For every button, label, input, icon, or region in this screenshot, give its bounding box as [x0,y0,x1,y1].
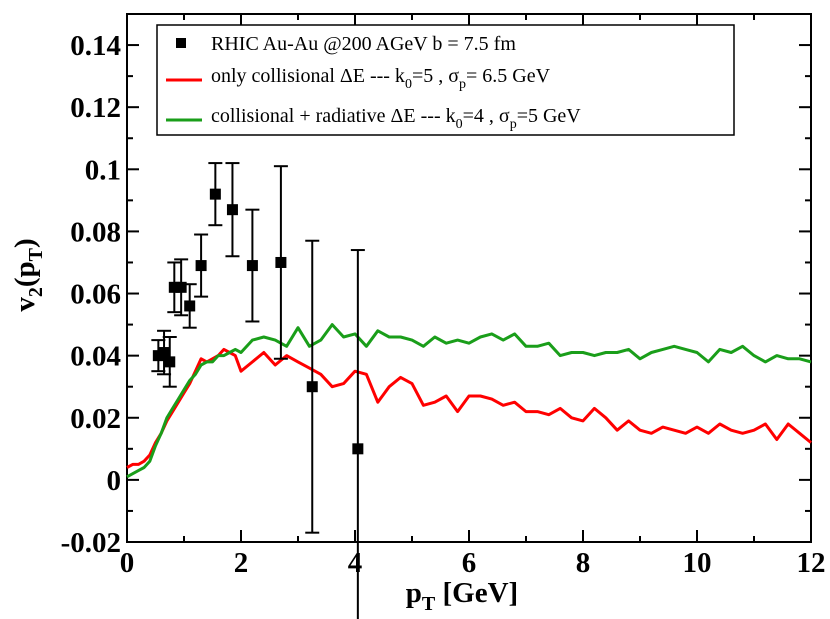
data-point [245,208,260,323]
data-point [167,261,182,314]
series-line-radiative [126,323,812,479]
y-tick-label: 0.1 [85,154,121,186]
data-points [151,162,365,619]
y-tick-label: 0.04 [70,341,121,373]
data-point [157,329,172,376]
data-point-marker [246,260,258,272]
y-tick-label: 0.08 [70,216,121,248]
data-point [273,165,288,360]
x-tick-label: 4 [348,547,363,579]
legend-box [156,24,735,136]
y-axis-title: v2(pT) [9,238,47,311]
legend-label-radiative: collisional + radiative ΔE --- k0=4 , σp… [211,105,581,132]
data-point-marker [352,443,364,455]
x-tick-label: 8 [576,547,591,579]
data-point [305,239,320,534]
y-tick-label: -0.02 [61,527,121,559]
data-point-marker [275,256,287,268]
legend-marker-data [176,38,186,48]
x-axis: 0 2 4 6 8 10 12 [120,14,826,579]
data-point-marker [164,356,176,368]
data-point-marker [306,381,318,393]
data-point-marker [209,188,221,200]
data-point [208,162,223,227]
data-point [174,258,189,317]
x-tick-label: 2 [234,547,249,579]
y-tick-label: 0.06 [70,279,121,311]
legend-label-collisional: only collisional ΔE --- k0=5 , σp= 6.5 G… [211,65,551,92]
data-point [182,283,197,329]
y-tick-label: 0.14 [70,30,121,62]
x-tick-label: 10 [683,547,712,579]
x-tick-label: 12 [797,547,826,579]
legend: RHIC Au-Au @200 AGeV b = 7.5 fm only col… [156,24,735,136]
series-layer [126,323,812,479]
data-point [194,233,209,298]
data-point-marker [195,260,207,272]
data-point-marker [175,281,187,293]
y-tick-label: 0.12 [70,92,121,124]
y-axis: -0.02 0 0.02 0.04 0.06 0.08 0.1 0.12 0.14 [61,30,811,559]
y-tick-label: 0.02 [70,403,121,435]
x-tick-label: 0 [120,547,135,579]
data-point-marker [184,300,196,312]
data-point-marker [168,281,180,293]
data-point-marker [158,347,170,359]
x-axis-title: pT [GeV] [406,577,518,615]
data-point [225,162,240,258]
data-point-marker [226,204,238,216]
legend-label-data: RHIC Au-Au @200 AGeV b = 7.5 fm [211,33,516,55]
data-point [162,336,177,388]
data-point-marker [152,350,164,362]
x-tick-label: 6 [462,547,477,579]
data-point [350,249,365,619]
y-tick-label: 0 [107,465,122,497]
data-point [151,339,166,373]
series-line-collisional [126,347,812,469]
